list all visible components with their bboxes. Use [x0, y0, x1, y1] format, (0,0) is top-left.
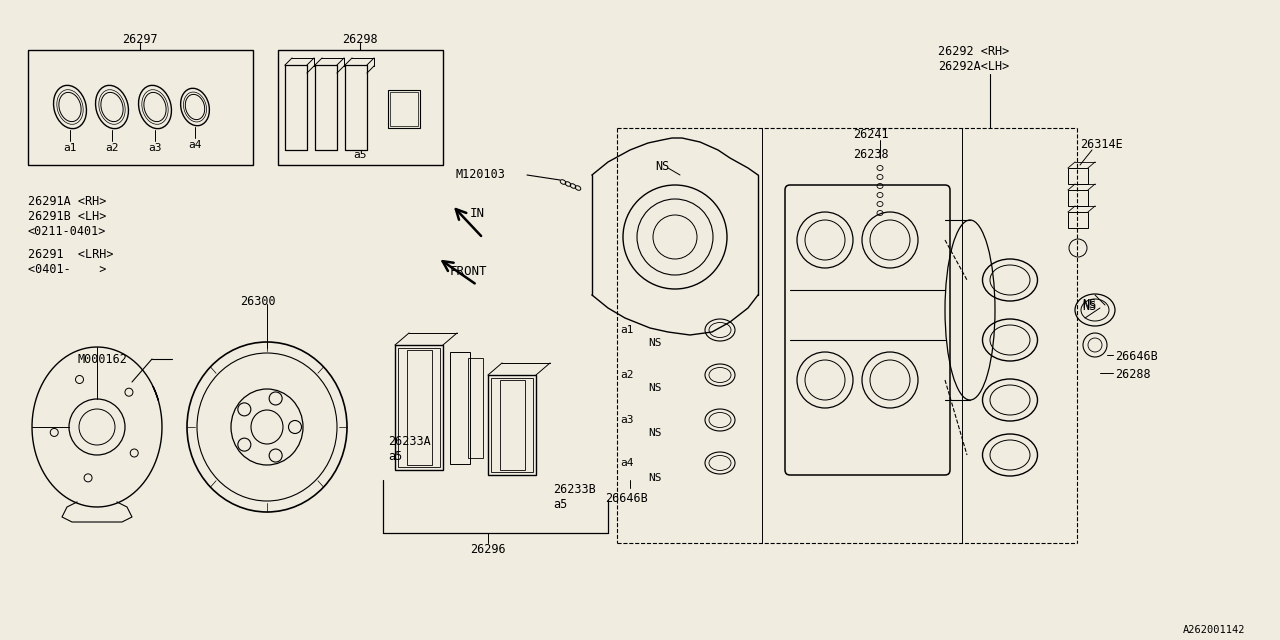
Text: a4: a4 — [188, 140, 202, 150]
Text: M120103: M120103 — [454, 168, 504, 181]
Text: a4: a4 — [620, 458, 634, 468]
Text: a5: a5 — [388, 450, 402, 463]
Bar — [278, 50, 443, 165]
Text: a3: a3 — [620, 415, 634, 425]
Text: NS: NS — [648, 383, 662, 393]
Text: 26646B: 26646B — [605, 492, 648, 505]
Text: NS: NS — [655, 160, 669, 173]
Text: NS: NS — [648, 428, 662, 438]
Text: a2: a2 — [620, 370, 634, 380]
Text: <0401-    >: <0401- > — [28, 263, 106, 276]
Text: 26297: 26297 — [122, 33, 157, 46]
Text: 26292 <RH>: 26292 <RH> — [938, 45, 1009, 58]
Text: 26300: 26300 — [241, 295, 275, 308]
Text: 26238: 26238 — [852, 148, 888, 161]
Text: NS: NS — [1082, 298, 1096, 311]
Text: 26233B: 26233B — [553, 483, 595, 496]
Text: a1: a1 — [620, 325, 634, 335]
Bar — [398, 348, 440, 467]
Bar — [488, 375, 536, 475]
Text: 26291  <LRH>: 26291 <LRH> — [28, 248, 114, 261]
Text: NS: NS — [648, 338, 662, 348]
Bar — [468, 358, 483, 458]
Bar — [390, 92, 419, 126]
Text: 26292A<LH>: 26292A<LH> — [938, 60, 1009, 73]
Bar — [28, 50, 253, 165]
Bar — [500, 380, 525, 470]
Bar — [451, 352, 470, 464]
Bar — [1068, 168, 1088, 184]
Bar — [388, 90, 420, 128]
Bar — [396, 345, 443, 470]
Text: a1: a1 — [63, 143, 77, 153]
Text: NS: NS — [1082, 300, 1096, 313]
Text: 26296: 26296 — [470, 543, 506, 556]
Text: <0211-0401>: <0211-0401> — [28, 225, 106, 238]
Text: 26291B <LH>: 26291B <LH> — [28, 210, 106, 223]
Bar — [1068, 212, 1088, 228]
Text: 26314E: 26314E — [1080, 138, 1123, 151]
Bar — [407, 350, 433, 465]
Text: a5: a5 — [553, 498, 567, 511]
Text: 26241: 26241 — [852, 128, 888, 141]
Text: 26233A: 26233A — [388, 435, 431, 448]
Text: 26298: 26298 — [342, 33, 378, 46]
Text: IN: IN — [470, 207, 485, 220]
Text: a3: a3 — [148, 143, 161, 153]
Text: 26288: 26288 — [1115, 368, 1151, 381]
Bar — [1068, 190, 1088, 206]
Text: 26646B: 26646B — [1115, 350, 1157, 363]
Text: FRONT: FRONT — [451, 265, 488, 278]
Bar — [492, 378, 532, 472]
Text: NS: NS — [648, 473, 662, 483]
Text: 26291A <RH>: 26291A <RH> — [28, 195, 106, 208]
Text: A262001142: A262001142 — [1183, 625, 1245, 635]
Text: a2: a2 — [105, 143, 119, 153]
Text: a5: a5 — [353, 150, 367, 160]
Text: M000162: M000162 — [78, 353, 128, 366]
